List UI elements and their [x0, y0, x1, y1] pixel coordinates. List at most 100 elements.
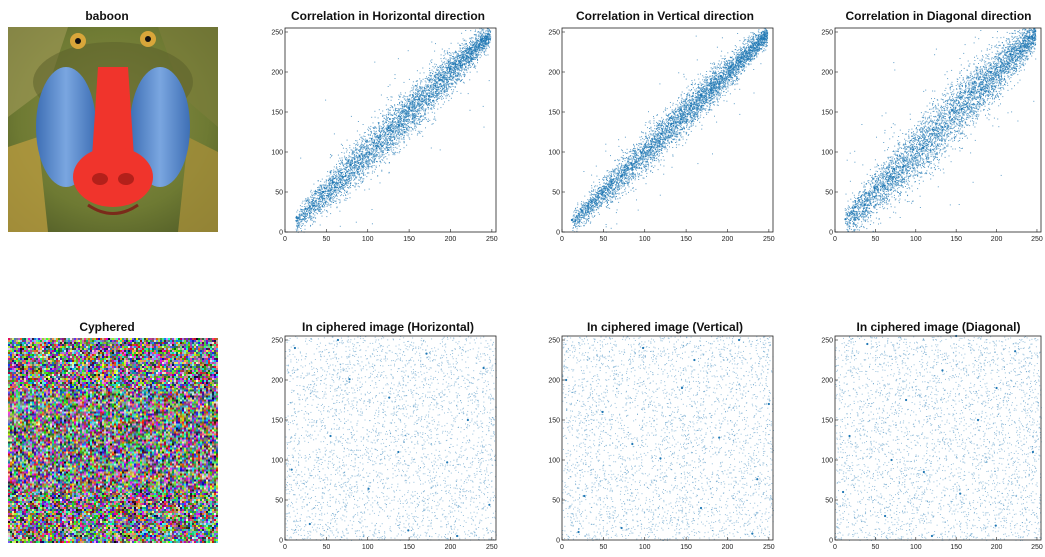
data-point — [844, 218, 847, 221]
data-point — [1014, 350, 1017, 353]
data-point — [580, 209, 583, 212]
data-point — [377, 136, 380, 139]
y-tick-label: 200 — [821, 70, 833, 77]
data-point — [308, 522, 311, 526]
data-point — [709, 89, 713, 92]
data-point — [680, 386, 684, 390]
scatter-vertical: 0 50 100 150 200 250 0 50 100 150 200 250 — [548, 27, 775, 243]
data-point — [941, 126, 944, 129]
x-tick-label: 100 — [639, 544, 651, 551]
y-tick-label: 250 — [271, 30, 283, 37]
data-point — [970, 90, 973, 94]
data-point — [630, 162, 633, 165]
data-point — [931, 128, 934, 131]
x-tick-label: 150 — [950, 236, 962, 243]
x-tick-label: 200 — [991, 544, 1003, 551]
x-tick-label: 200 — [722, 544, 734, 551]
y-tick-label: 50 — [275, 190, 283, 197]
x-tick-label: 250 — [763, 236, 775, 243]
data-point — [349, 163, 352, 166]
x-tick-label: 250 — [763, 544, 775, 551]
y-tick-label: 100 — [548, 150, 560, 157]
data-point — [329, 434, 332, 438]
data-point — [304, 207, 307, 210]
data-point — [960, 107, 963, 110]
data-point — [863, 203, 866, 206]
x-tick-label: 200 — [991, 236, 1003, 243]
data-point — [994, 524, 997, 527]
y-tick-label: 0 — [279, 538, 283, 545]
data-point — [601, 410, 604, 414]
point-cloud — [285, 336, 497, 541]
data-point — [689, 104, 693, 107]
y-tick-label: 200 — [548, 70, 560, 77]
y-tick-label: 0 — [829, 538, 833, 545]
data-point — [751, 532, 754, 535]
y-tick-label: 250 — [821, 30, 833, 37]
y-tick-label: 200 — [821, 378, 833, 385]
chart-title-ciphered-diagonal: In ciphered image (Diagonal) — [832, 320, 1045, 334]
y-tick-label: 200 — [271, 70, 283, 77]
data-point — [290, 468, 293, 471]
y-tick-label: 50 — [552, 498, 560, 505]
data-point — [321, 190, 325, 194]
x-tick-label: 50 — [322, 236, 330, 243]
data-point — [620, 526, 623, 530]
x-tick-label: 150 — [950, 544, 962, 551]
data-point — [841, 490, 845, 494]
data-point — [459, 64, 462, 67]
data-point — [883, 514, 887, 518]
data-point — [448, 67, 451, 70]
y-tick-label: 0 — [829, 230, 833, 237]
data-point — [902, 165, 905, 168]
data-point — [921, 146, 925, 150]
data-point — [388, 396, 391, 399]
data-point — [848, 434, 851, 438]
data-point — [641, 346, 645, 350]
data-point — [387, 126, 390, 130]
data-point — [999, 69, 1002, 72]
data-point — [295, 216, 298, 219]
data-point — [883, 184, 886, 187]
data-point — [951, 109, 954, 112]
y-tick-label: 100 — [271, 458, 283, 465]
data-point — [336, 338, 340, 342]
scatter-diagonal: 0 50 100 150 200 250 0 50 100 150 200 250 — [821, 27, 1043, 243]
y-tick-label: 50 — [825, 190, 833, 197]
data-point — [610, 180, 613, 183]
x-tick-label: 50 — [322, 544, 330, 551]
x-tick-label: 100 — [639, 236, 651, 243]
scatter-ciphered-diagonal: 0 50 100 150 200 250 0 50 100 150 200 250 — [821, 334, 1043, 551]
data-point — [890, 458, 893, 462]
x-tick-label: 250 — [1031, 236, 1043, 243]
y-tick-label: 150 — [821, 418, 833, 425]
cyphered-title: Cyphered — [8, 320, 206, 334]
data-point — [600, 193, 603, 196]
cyphered-image — [8, 338, 218, 543]
data-point — [892, 167, 896, 170]
data-point — [904, 398, 908, 402]
scatter-horizontal: 0 50 100 150 200 250 0 50 100 150 200 250 — [271, 27, 498, 243]
y-tick-label: 0 — [556, 538, 560, 545]
x-tick-label: 150 — [680, 236, 692, 243]
data-point — [480, 38, 484, 41]
data-point — [407, 529, 410, 532]
x-tick-label: 50 — [599, 544, 607, 551]
y-tick-label: 100 — [821, 458, 833, 465]
data-point — [1031, 450, 1035, 454]
data-point — [989, 70, 993, 74]
plot-frame — [834, 27, 1042, 233]
data-point — [660, 132, 663, 135]
data-point — [1018, 50, 1022, 53]
point-cloud — [295, 28, 492, 233]
data-point — [699, 506, 703, 510]
data-point — [749, 46, 752, 49]
data-point — [693, 358, 696, 362]
data-point — [640, 151, 643, 154]
x-tick-label: 50 — [871, 544, 879, 551]
point-cloud — [835, 336, 1042, 541]
data-point — [739, 60, 742, 63]
data-point — [959, 492, 962, 495]
point-cloud — [562, 336, 774, 541]
x-tick-label: 50 — [599, 236, 607, 243]
